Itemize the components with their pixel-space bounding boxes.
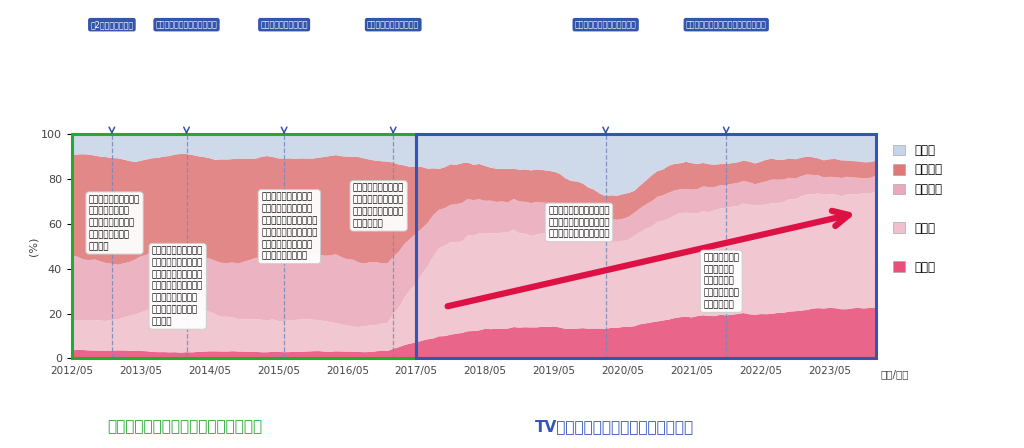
Text: 新型コロナウイルス感染拡大: 新型コロナウイルス感染拡大 (574, 20, 637, 29)
Bar (72, 134, 416, 358)
Text: 新型コロナウイルス感染拡
大による不確実性リスクに
備え、現金等の比率を上昇: 新型コロナウイルス感染拡 大による不確実性リスクに 備え、現金等の比率を上昇 (548, 206, 609, 239)
Text: 世界の景気減速懸念が広がる: 世界の景気減速懸念が広がる (156, 20, 217, 29)
Text: 円安・外需・大型株・
株高へと相場動向
が一変する中で、大
型株の保有比率を
高める。: 円安・外需・大型株・ 株高へと相場動向 が一変する中で、大 型株の保有比率を 高… (89, 195, 140, 251)
Y-axis label: (%): (%) (29, 237, 38, 256)
Legend: 現金等, 超小型株, 中小型株, , 大型株, , 海外株: 現金等, 超小型株, 中小型株, , 大型株, , 海外株 (890, 140, 946, 277)
Text: TV出演後大型株と海外株中心へ移行: TV出演後大型株と海外株中心へ移行 (535, 420, 694, 435)
Text: 日本銀行や公的年金等
の資金流入期待を背景
に、日経平均株価上昇。
大型・中小型・超小型株
のバランスを意識した
ポートフォリオに。: 日本銀行や公的年金等 の資金流入期待を背景 に、日経平均株価上昇。 大型・中小型… (261, 193, 317, 261)
Text: 大型株主導の株式相場: 大型株主導の株式相場 (260, 20, 308, 29)
Text: 北朝鮮問題などで顕在
化し始めた地政学的リ
スクに備えて現金等の
比率を上昇。: 北朝鮮問題などで顕在 化し始めた地政学的リ スクに備えて現金等の 比率を上昇。 (353, 184, 404, 228)
Text: 従来は超小型から中小型株中心の運用: 従来は超小型から中小型株中心の運用 (106, 420, 262, 435)
Text: 地政学的リスクの顕在化: 地政学的リスクの顕在化 (367, 20, 420, 29)
Text: 第2次安倍内閣発足: 第2次安倍内閣発足 (90, 20, 133, 29)
Text: インフレによる
相場状況の変
化に対応する
ため、大型株の
比率を上昇。: インフレによる 相場状況の変 化に対応する ため、大型株の 比率を上昇。 (703, 253, 739, 309)
Text: 物価上昇による米金融政策転換の影響: 物価上昇による米金融政策転換の影響 (686, 20, 767, 29)
Bar (416, 134, 876, 358)
Text: （年/月）: （年/月） (881, 370, 909, 379)
Text: 大型・中小型・超小型
株といったカテゴリー
を問わず、マクロ経済
環境に左右されにくい
独自要因で業績をあ
げられる銘柄の比率
を上昇。: 大型・中小型・超小型 株といったカテゴリー を問わず、マクロ経済 環境に左右され… (152, 246, 204, 326)
